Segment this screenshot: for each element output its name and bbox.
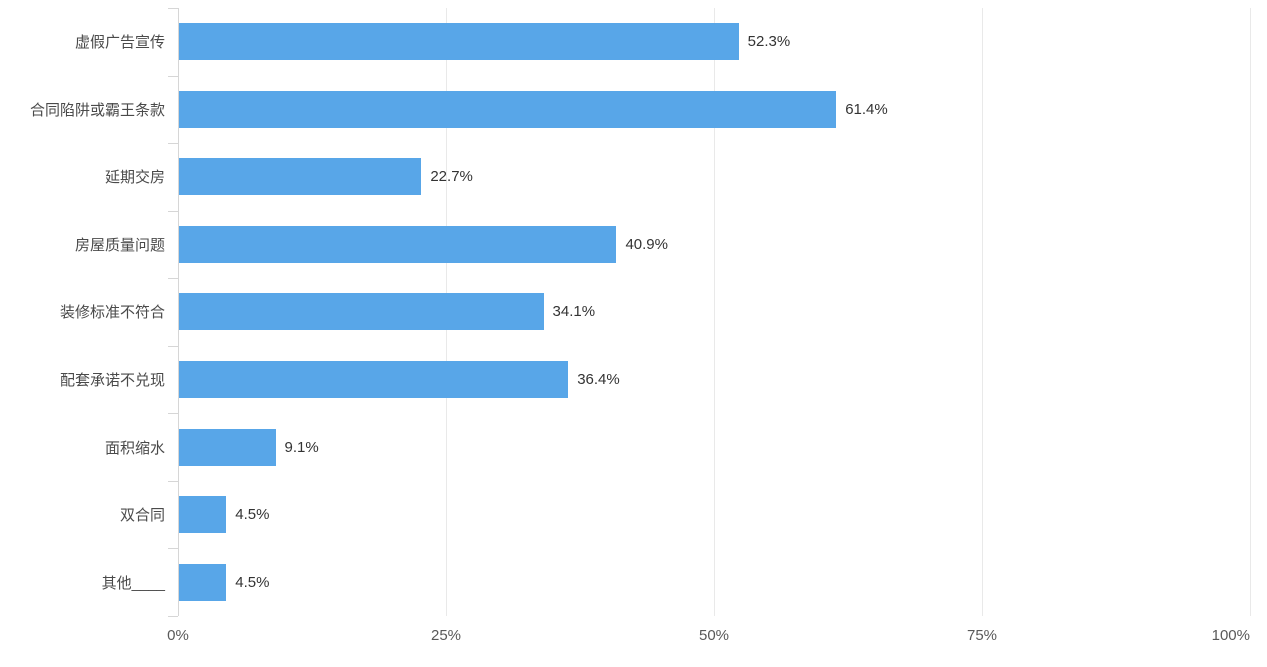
gridline: [1250, 8, 1251, 616]
gridline: [714, 8, 715, 616]
category-label: 合同陷阱或霸王条款: [29, 101, 165, 119]
x-axis-tick-label: 50%: [698, 627, 730, 644]
bar-row: 其他____ 4.5%: [0, 548, 1267, 616]
bar-track: 52.3%: [178, 8, 1250, 76]
gridline: [982, 8, 983, 616]
bar-track: 22.7%: [178, 143, 1250, 211]
category-label: 配套承诺不兑现: [59, 372, 165, 389]
bar: [178, 90, 837, 128]
y-axis-tick: [168, 345, 178, 347]
bar-track: 34.1%: [178, 278, 1250, 346]
y-axis-tick: [168, 8, 178, 9]
x-axis-tick-label: 25%: [430, 627, 462, 644]
y-axis-line: [168, 8, 179, 617]
y-axis-tick: [168, 75, 178, 77]
x-axis-tick-label: 0%: [167, 627, 189, 644]
bar-row: 面积缩水 9.1%: [0, 413, 1267, 481]
bar: [178, 563, 227, 601]
value-label: 52.3%: [747, 33, 791, 51]
category-label: 双合同: [119, 507, 165, 525]
bar-track: 4.5%: [178, 481, 1250, 549]
x-axis-labels: 0% 25% 50% 75% 100%: [167, 627, 1250, 649]
bar: [178, 428, 276, 466]
x-axis-tick-label: 75%: [966, 627, 998, 644]
category-label: 面积缩水: [104, 439, 165, 457]
category-label: 其他____: [101, 574, 165, 592]
bar-rows: 虚假广告宣传 52.3% 合同陷阱或霸王条款 61.4% 延期交房 22.7% …: [0, 8, 1267, 616]
bar-row: 虚假广告宣传 52.3%: [0, 8, 1267, 76]
bar: [178, 158, 422, 196]
bar: [178, 496, 227, 534]
category-label: 虚假广告宣传: [74, 34, 165, 52]
value-label: 61.4%: [845, 100, 888, 118]
bar: [178, 23, 739, 61]
y-axis-tick: [168, 413, 178, 415]
bar-row: 房屋质量问题 40.9%: [0, 211, 1267, 279]
bar-row: 延期交房 22.7%: [0, 143, 1267, 211]
value-label: 36.4%: [577, 371, 620, 388]
value-label: 34.1%: [552, 303, 596, 321]
bar-track: 40.9%: [178, 211, 1250, 279]
value-label: 4.5%: [235, 506, 270, 524]
bar: [178, 361, 569, 398]
bar-track: 36.4%: [178, 346, 1250, 414]
bar-row: 装修标准不符合 34.1%: [0, 278, 1267, 346]
bar-row: 合同陷阱或霸王条款 61.4%: [0, 76, 1267, 144]
bar-row: 双合同 4.5%: [0, 481, 1267, 549]
y-axis-tick: [168, 548, 178, 550]
bar-row: 配套承诺不兑现 36.4%: [0, 346, 1267, 414]
bar-track: 61.4%: [178, 76, 1250, 144]
value-label: 9.1%: [284, 438, 319, 456]
category-label: 房屋质量问题: [74, 236, 165, 254]
y-axis-tick: [168, 616, 178, 617]
value-label: 4.5%: [235, 573, 270, 591]
value-label: 40.9%: [625, 235, 668, 253]
category-label: 延期交房: [104, 169, 165, 187]
y-axis-tick: [168, 210, 178, 212]
value-label: 22.7%: [430, 168, 473, 186]
x-axis-tick-label: 100%: [1211, 627, 1250, 644]
y-axis-tick: [168, 278, 178, 280]
y-axis-tick: [168, 143, 178, 145]
bar-track: 4.5%: [178, 548, 1250, 616]
bar-track: 9.1%: [178, 413, 1250, 481]
bar: [178, 293, 544, 331]
bar: [178, 225, 617, 263]
y-axis-tick: [168, 480, 178, 482]
category-label: 装修标准不符合: [59, 304, 165, 322]
